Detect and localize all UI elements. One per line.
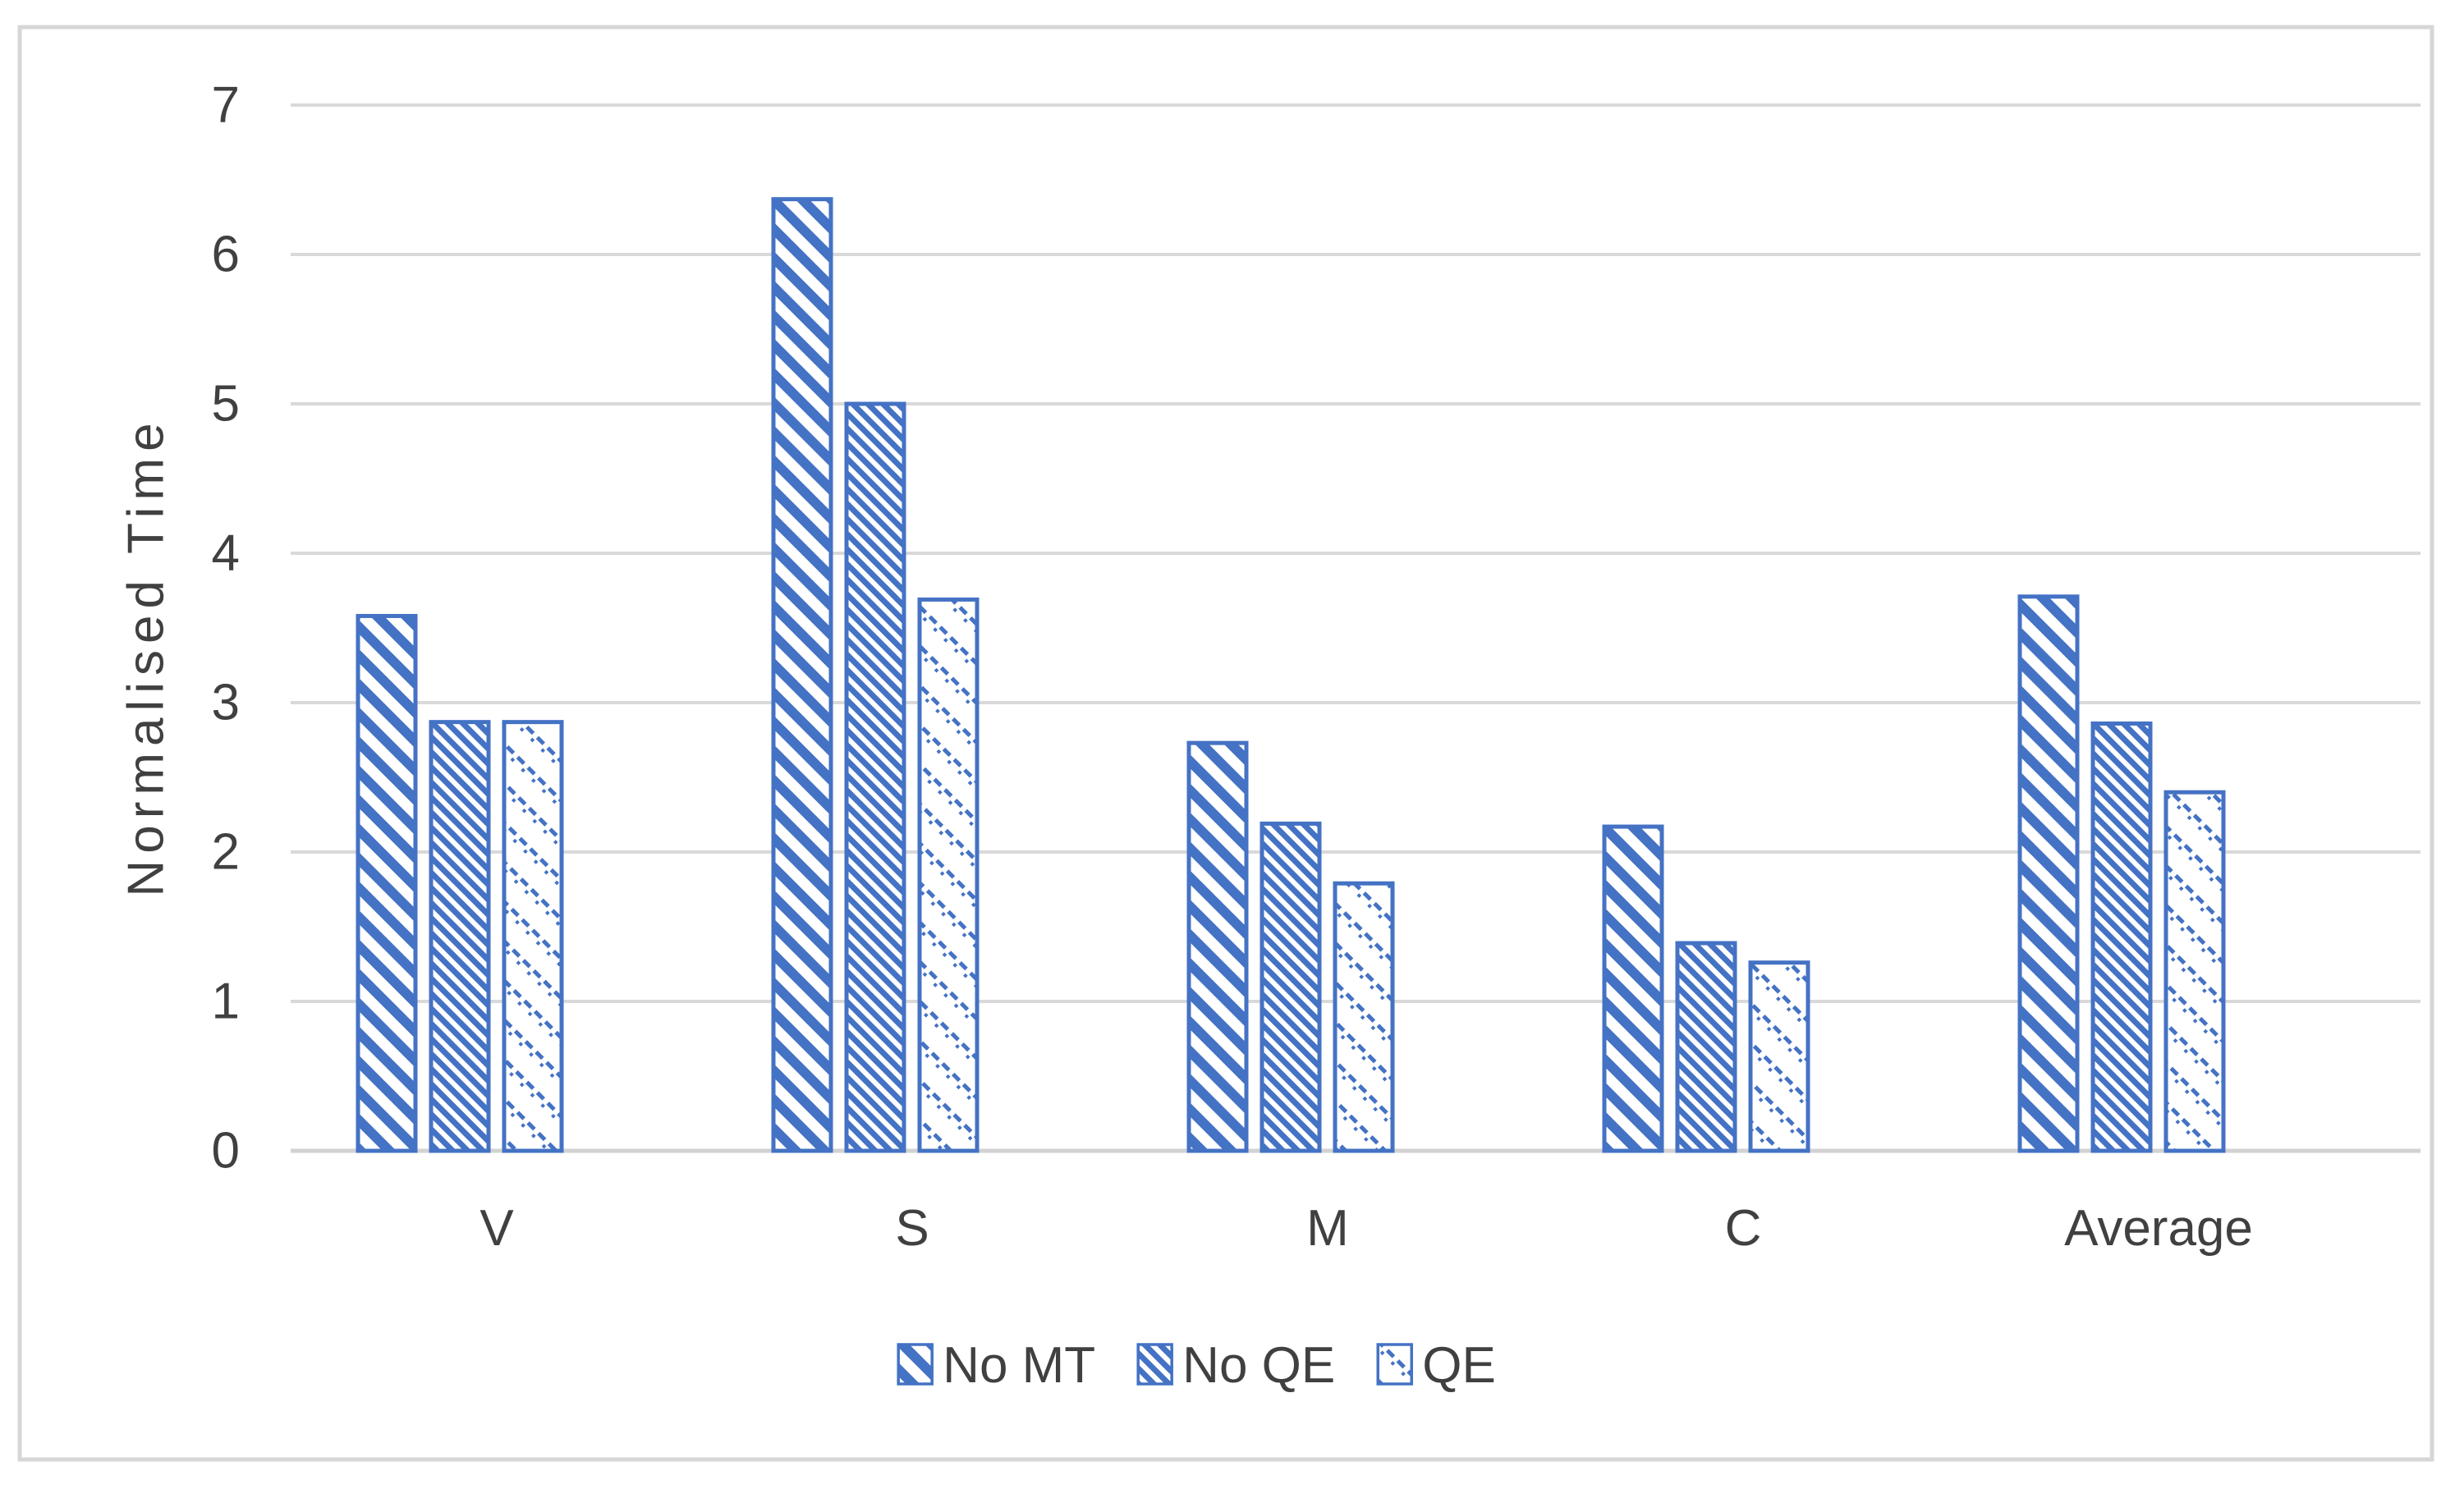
legend-swatch: [897, 1343, 934, 1386]
bar-qe-average: [2163, 790, 2226, 1153]
y-tick-label: 6: [212, 227, 240, 283]
y-tick-label: 3: [212, 675, 240, 731]
legend-item-no-qe: No QE: [1136, 1337, 1335, 1394]
category-label-c: C: [1725, 1200, 1762, 1257]
bar-no-mt-v: [356, 613, 418, 1153]
bar-qe-c: [1748, 960, 1810, 1153]
bar-no-qe-c: [1675, 941, 1737, 1153]
legend-item-qe: QE: [1376, 1337, 1496, 1394]
bar-no-qe-average: [2090, 721, 2153, 1153]
legend-label: No QE: [1182, 1337, 1335, 1394]
bar-no-mt-s: [771, 197, 833, 1153]
legend-item-no-mt: No MT: [897, 1337, 1095, 1394]
category-label-m: M: [1306, 1200, 1349, 1257]
category-label-v: V: [479, 1200, 514, 1257]
legend: No MT No QE QE: [897, 1337, 1496, 1394]
legend-label: QE: [1422, 1337, 1496, 1394]
bar-no-mt-m: [1186, 740, 1249, 1153]
y-tick-label: 0: [212, 1123, 240, 1180]
y-tick-label: 5: [212, 376, 240, 433]
category-label-average: Average: [2064, 1200, 2253, 1257]
bar-no-qe-s: [844, 401, 906, 1153]
legend-swatch: [1376, 1343, 1413, 1386]
bar-no-mt-c: [1602, 824, 1664, 1153]
y-axis-title: Normalised Time: [118, 416, 175, 896]
bar-qe-m: [1333, 881, 1395, 1153]
y-tick-label: 1: [212, 974, 240, 1030]
legend-label: No MT: [943, 1337, 1095, 1394]
legend-swatch: [1136, 1343, 1173, 1386]
bar-qe-v: [502, 720, 564, 1153]
category-label-s: S: [895, 1200, 929, 1257]
bar-no-mt-average: [2017, 594, 2080, 1153]
bar-no-qe-m: [1260, 821, 1322, 1153]
y-tick-label: 7: [212, 77, 240, 134]
y-tick-label: 2: [212, 824, 240, 881]
y-tick-label: 4: [212, 525, 240, 582]
bar-no-qe-v: [429, 720, 491, 1153]
bar-qe-s: [917, 597, 980, 1153]
